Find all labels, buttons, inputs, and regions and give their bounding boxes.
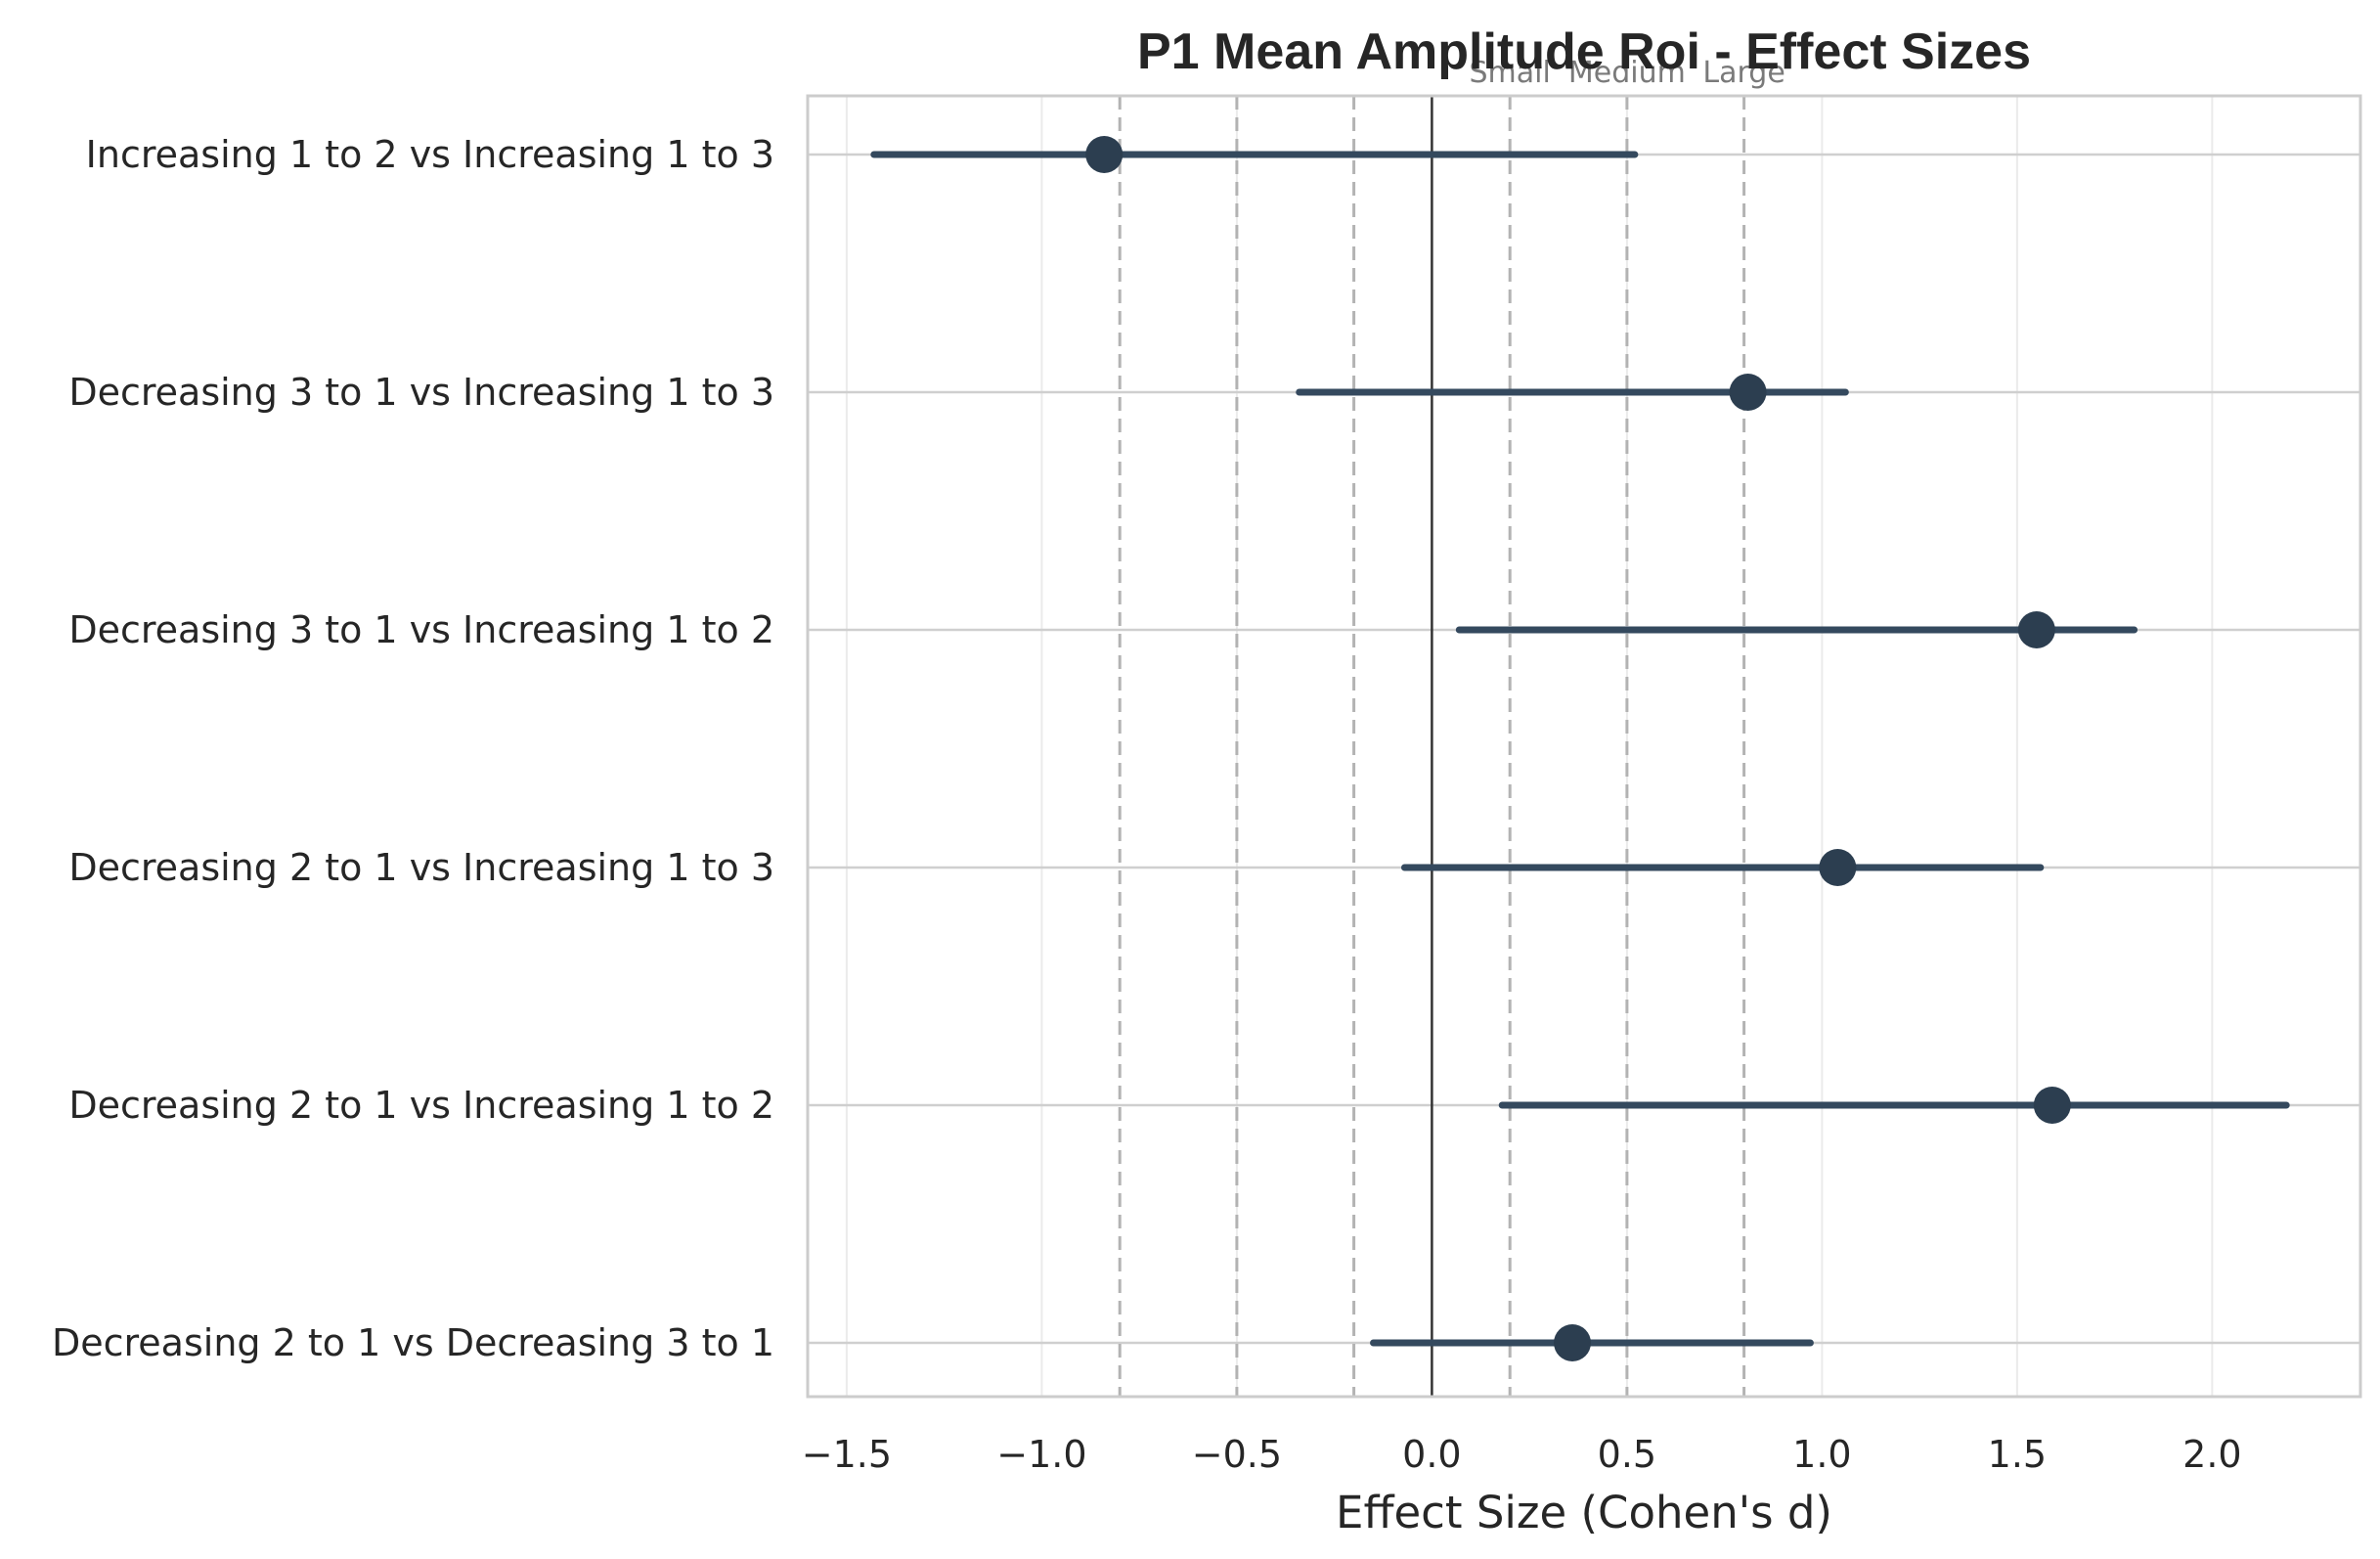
x-tick-label: 1.5 <box>1988 1433 2047 1476</box>
x-tick-label: 1.0 <box>1792 1433 1851 1476</box>
effect-size-series <box>870 136 2290 1361</box>
effect-size-point <box>1554 1324 1592 1361</box>
y-tick-label: Decreasing 2 to 1 vs Increasing 1 to 2 <box>68 1084 774 1127</box>
x-tick-labels: −1.5 −1.0 −0.5 0.0 0.5 1.0 1.5 2.0 <box>802 1433 2242 1476</box>
effect-size-point <box>2017 611 2055 648</box>
y-tick-label: Increasing 1 to 2 vs Increasing 1 to 3 <box>86 133 774 176</box>
x-tick-label: 0.5 <box>1598 1433 1656 1476</box>
effect-size-reference-lines <box>1118 96 1746 1397</box>
plot-frame <box>806 94 2362 1399</box>
x-tick-label: −1.0 <box>996 1433 1086 1476</box>
y-tick-label: Decreasing 2 to 1 vs Increasing 1 to 3 <box>68 846 774 889</box>
x-tick-label: 0.0 <box>1402 1433 1461 1476</box>
y-tick-label: Decreasing 2 to 1 vs Decreasing 3 to 1 <box>52 1321 774 1364</box>
effect-size-point <box>1085 136 1124 173</box>
effect-size-point <box>1819 849 1857 886</box>
y-tick-label: Decreasing 3 to 1 vs Increasing 1 to 3 <box>68 371 774 414</box>
x-tick-label: 2.0 <box>2182 1433 2241 1476</box>
chart-title: P1 Mean Amplitude Roi - Effect Sizes <box>1137 23 2031 80</box>
y-tick-label: Decreasing 3 to 1 vs Increasing 1 to 2 <box>68 608 774 651</box>
reference-labels: Small Medium Large <box>1470 56 1785 90</box>
x-tick-label: −0.5 <box>1192 1433 1282 1476</box>
x-axis-label: Effect Size (Cohen's d) <box>1336 1487 1832 1538</box>
y-tick-labels: Increasing 1 to 2 vs Increasing 1 to 3 De… <box>52 133 774 1364</box>
reference-label-medium: Medium <box>1568 56 1686 90</box>
x-tick-label: −1.5 <box>802 1433 892 1476</box>
effect-size-point <box>2033 1087 2071 1124</box>
reference-label-large: Large <box>1702 56 1785 90</box>
effect-size-point <box>1729 374 1767 411</box>
reference-label-small: Small <box>1470 56 1551 90</box>
